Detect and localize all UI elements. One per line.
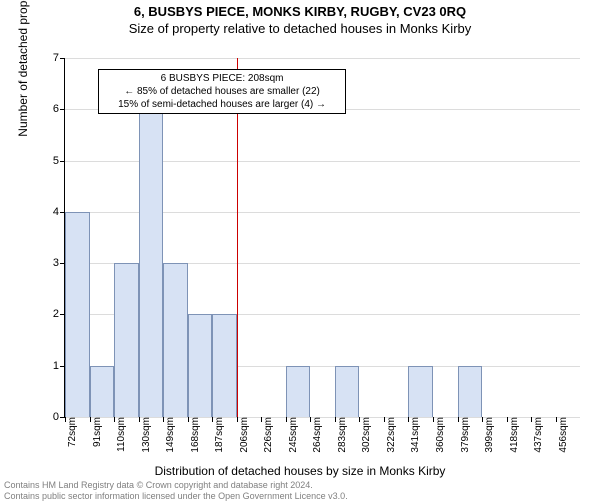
y-tick-label: 5 — [53, 155, 59, 167]
x-tick-mark — [433, 417, 434, 422]
x-tick-mark — [212, 417, 213, 422]
x-tick-label: 245sqm — [288, 417, 299, 453]
footer-attribution: Contains HM Land Registry data © Crown c… — [4, 480, 348, 502]
y-tick-label: 6 — [53, 103, 59, 115]
x-tick-label: 264sqm — [312, 417, 323, 453]
bar-slot: 360sqm — [433, 58, 458, 417]
y-tick-label: 7 — [53, 52, 59, 64]
histogram-bar — [286, 366, 311, 417]
x-tick-mark — [408, 417, 409, 422]
histogram-bar — [139, 109, 164, 417]
histogram-bar — [90, 366, 115, 417]
x-tick-label: 283sqm — [337, 417, 348, 453]
histogram-bar — [188, 314, 213, 417]
x-tick-label: 360sqm — [435, 417, 446, 453]
bar-slot: 302sqm — [359, 58, 384, 417]
y-tick-label: 0 — [53, 411, 59, 423]
x-tick-label: 437sqm — [533, 417, 544, 453]
x-tick-mark — [482, 417, 483, 422]
annotation-box: 6 BUSBYS PIECE: 208sqm← 85% of detached … — [98, 69, 345, 114]
x-tick-mark — [163, 417, 164, 422]
x-tick-label: 456sqm — [558, 417, 569, 453]
x-tick-mark — [556, 417, 557, 422]
y-tick-label: 2 — [53, 308, 59, 320]
annotation-line: 15% of semi-detached houses are larger (… — [105, 98, 338, 111]
x-tick-mark — [507, 417, 508, 422]
x-tick-mark — [114, 417, 115, 422]
x-tick-label: 322sqm — [386, 417, 397, 453]
x-tick-label: 226sqm — [263, 417, 274, 453]
x-tick-mark — [90, 417, 91, 422]
histogram-bar — [114, 263, 139, 417]
x-tick-mark — [384, 417, 385, 422]
x-tick-mark — [286, 417, 287, 422]
histogram-bar — [408, 366, 433, 417]
bar-slot: 322sqm — [384, 58, 409, 417]
x-tick-label: 168sqm — [190, 417, 201, 453]
x-tick-label: 302sqm — [361, 417, 372, 453]
x-tick-label: 110sqm — [116, 417, 127, 452]
x-tick-label: 341sqm — [410, 417, 421, 453]
y-tick-label: 1 — [53, 360, 59, 372]
bar-slot: 456sqm — [556, 58, 581, 417]
x-tick-label: 418sqm — [509, 417, 520, 453]
histogram-bar — [163, 263, 188, 417]
annotation-line: ← 85% of detached houses are smaller (22… — [105, 85, 338, 98]
x-tick-mark — [359, 417, 360, 422]
footer-line1: Contains HM Land Registry data © Crown c… — [4, 480, 348, 491]
x-tick-mark — [531, 417, 532, 422]
x-tick-mark — [65, 417, 66, 422]
x-tick-mark — [139, 417, 140, 422]
x-tick-label: 91sqm — [92, 417, 103, 447]
annotation-line: 6 BUSBYS PIECE: 208sqm — [105, 72, 338, 85]
histogram-bar — [212, 314, 237, 417]
x-tick-label: 72sqm — [67, 417, 78, 447]
x-tick-mark — [261, 417, 262, 422]
x-tick-label: 187sqm — [214, 417, 225, 453]
y-tick-label: 4 — [53, 206, 59, 218]
x-tick-label: 130sqm — [141, 417, 152, 453]
x-axis-label: Distribution of detached houses by size … — [0, 464, 600, 478]
x-tick-mark — [335, 417, 336, 422]
x-tick-label: 149sqm — [165, 417, 176, 453]
histogram-bar — [65, 212, 90, 417]
bar-slot: 72sqm — [65, 58, 90, 417]
x-tick-label: 399sqm — [484, 417, 495, 453]
bar-slot: 437sqm — [531, 58, 556, 417]
x-tick-label: 206sqm — [239, 417, 250, 453]
x-tick-mark — [458, 417, 459, 422]
histogram-bar — [335, 366, 360, 417]
x-tick-mark — [310, 417, 311, 422]
y-tick-label: 3 — [53, 257, 59, 269]
bar-slot: 341sqm — [408, 58, 433, 417]
footer-line2: Contains public sector information licen… — [4, 491, 348, 502]
x-tick-label: 379sqm — [460, 417, 471, 453]
histogram-bar — [458, 366, 483, 417]
plot-area: 0123456772sqm91sqm110sqm130sqm149sqm168s… — [64, 58, 580, 418]
y-axis-label: Number of detached properties — [16, 0, 30, 234]
x-tick-mark — [237, 417, 238, 422]
chart-title-line2: Size of property relative to detached ho… — [0, 21, 600, 36]
chart-title-line1: 6, BUSBYS PIECE, MONKS KIRBY, RUGBY, CV2… — [0, 4, 600, 19]
bar-slot: 379sqm — [458, 58, 483, 417]
bar-slot: 418sqm — [507, 58, 532, 417]
bar-slot: 399sqm — [482, 58, 507, 417]
x-tick-mark — [188, 417, 189, 422]
